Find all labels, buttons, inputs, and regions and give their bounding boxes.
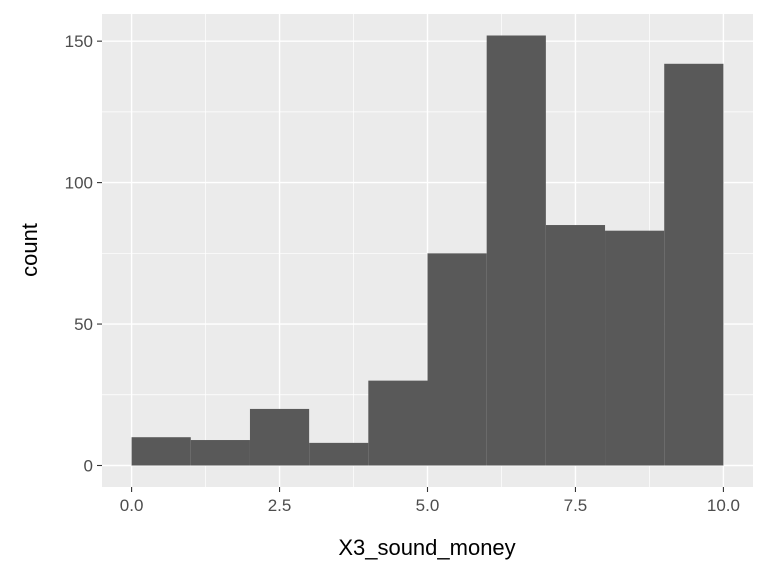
histogram-bar — [131, 437, 191, 466]
histogram-bar — [249, 408, 310, 466]
x-tick-label: 0.0 — [120, 496, 144, 515]
y-axis-ticks: 0 50 100 150 — [65, 32, 102, 476]
histogram-bar — [427, 253, 487, 466]
x-axis-title: X3_sound_money — [338, 535, 515, 560]
x-tick-label: 10.0 — [707, 496, 740, 515]
x-tick-label: 2.5 — [268, 496, 292, 515]
histogram-bars — [131, 35, 724, 466]
histogram-bar — [368, 380, 428, 466]
x-axis-ticks: 0.0 2.5 5.0 7.5 10.0 — [120, 487, 740, 515]
y-axis-title: count — [17, 223, 42, 277]
histogram-bar — [545, 225, 606, 466]
y-tick-label: 100 — [65, 174, 93, 193]
histogram-bar — [309, 442, 369, 466]
x-tick-label: 7.5 — [564, 496, 588, 515]
histogram-bar — [605, 230, 665, 466]
y-tick-label: 150 — [65, 32, 93, 51]
histogram-bar — [664, 63, 724, 466]
x-tick-label: 5.0 — [416, 496, 440, 515]
histogram-bar — [190, 440, 250, 466]
y-tick-label: 50 — [74, 315, 93, 334]
y-tick-label: 0 — [84, 457, 93, 476]
histogram-bar — [486, 35, 546, 466]
